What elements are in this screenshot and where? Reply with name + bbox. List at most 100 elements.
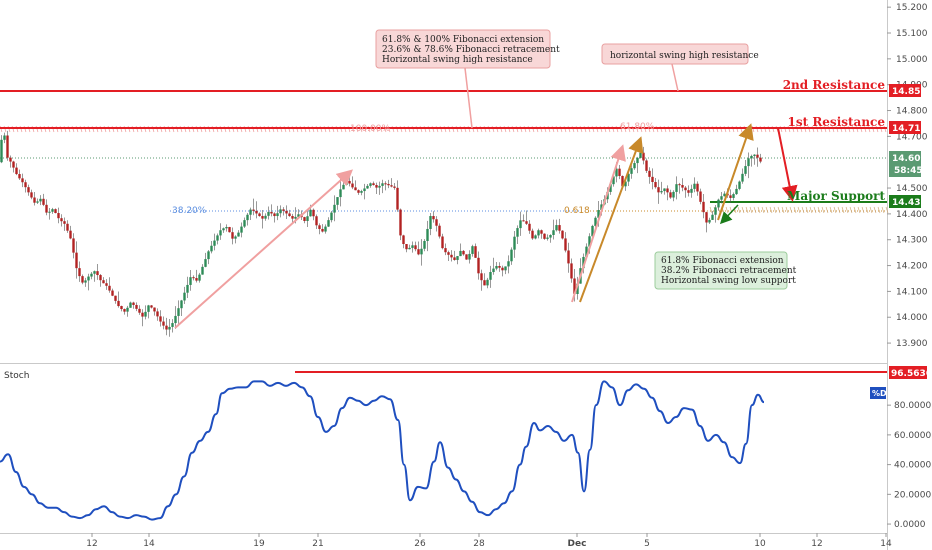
candle-body bbox=[81, 276, 84, 283]
candle-body bbox=[528, 223, 531, 231]
callout-1-line-3: Horizontal swing high resistance bbox=[382, 55, 533, 65]
candle-body bbox=[738, 181, 741, 189]
stoch-axis[interactable]: 80.0000 60.0000 40.0000 20.0000 0.0000 bbox=[887, 401, 931, 530]
candle-body bbox=[366, 185, 369, 189]
candle-body bbox=[165, 325, 168, 330]
candle-body bbox=[66, 223, 69, 231]
candle-body bbox=[306, 216, 309, 221]
stoch-indicator-label[interactable]: Stoch bbox=[4, 371, 29, 381]
candle-body bbox=[189, 277, 192, 285]
candle-body bbox=[282, 209, 285, 211]
candle-body bbox=[438, 225, 441, 237]
candle-body bbox=[276, 213, 279, 217]
abc-leg-arrow-1[interactable] bbox=[174, 169, 353, 329]
price-axis[interactable]: 15.20015.10015.00014.90014.80014.70014.5… bbox=[887, 3, 928, 349]
candlestick-series[interactable] bbox=[0, 130, 762, 337]
candle-body bbox=[57, 213, 60, 219]
svg-text:14.717: 14.717 bbox=[892, 124, 927, 134]
swing-high-callout[interactable]: horizontal swing high resistance bbox=[601, 43, 759, 65]
stoch-level-tag: 96.5636 bbox=[889, 366, 932, 379]
candle-body bbox=[693, 183, 696, 189]
candle-body bbox=[657, 187, 660, 193]
candle-body bbox=[216, 235, 219, 241]
candle-body bbox=[36, 201, 39, 203]
abc-leg-arrow-3[interactable] bbox=[579, 136, 644, 303]
current-price-tag: 14.601 58:45 bbox=[889, 151, 927, 177]
candle-body bbox=[411, 245, 414, 248]
abc-leg-arrow-2[interactable] bbox=[571, 144, 626, 303]
candle-body bbox=[600, 204, 603, 211]
time-tick-label: 10 bbox=[754, 539, 766, 549]
fib-resistance-callout[interactable]: 61.8% & 100% Fibonacci extension 23.6% &… bbox=[375, 29, 560, 69]
first-resistance-price-tag: 14.717 bbox=[889, 121, 927, 134]
expected-drop-arrow[interactable] bbox=[777, 127, 798, 202]
stoch-d-line[interactable] bbox=[0, 380, 765, 521]
candle-body bbox=[360, 191, 363, 193]
candle-body bbox=[303, 217, 306, 221]
candle-body bbox=[123, 309, 126, 312]
candle-body bbox=[714, 207, 717, 215]
candle-body bbox=[267, 211, 270, 216]
candle-body bbox=[459, 250, 462, 257]
candle-body bbox=[576, 283, 579, 294]
candle-body bbox=[423, 241, 426, 249]
abc-leg-arrow-4[interactable] bbox=[717, 123, 754, 221]
candle-body bbox=[126, 307, 129, 312]
price-tick-label: 15.200 bbox=[896, 3, 928, 13]
candle-body bbox=[183, 292, 186, 301]
candle-body bbox=[570, 263, 573, 279]
second-resistance-price-tag: 14.856 bbox=[889, 84, 927, 97]
candle-body bbox=[486, 279, 489, 286]
candle-body bbox=[348, 180, 351, 184]
candle-body bbox=[294, 216, 297, 219]
candle-body bbox=[198, 274, 201, 281]
candle-body bbox=[201, 266, 204, 275]
callout-3-line-1: 61.8% Fibonacci extension bbox=[661, 256, 784, 266]
candle-body bbox=[519, 220, 522, 229]
candle-body bbox=[735, 188, 738, 195]
candle-body bbox=[363, 188, 366, 192]
fib-label-38: 38.20% bbox=[172, 206, 207, 216]
candle-body bbox=[750, 155, 753, 159]
candle-body bbox=[495, 265, 498, 269]
candle-body bbox=[75, 252, 78, 269]
candle-body bbox=[372, 183, 375, 186]
time-axis[interactable]: 12 14 19 21 26 28 Dec 5 10 12 14 bbox=[86, 533, 892, 549]
candle-body bbox=[609, 184, 612, 192]
candle-body bbox=[147, 305, 150, 312]
candle-body bbox=[108, 285, 111, 291]
candle-body bbox=[513, 236, 516, 250]
candle-body bbox=[582, 256, 585, 269]
candle-body bbox=[48, 211, 51, 213]
candle-body bbox=[501, 267, 504, 271]
bar-countdown: 58:45 bbox=[894, 166, 923, 176]
candle-body bbox=[402, 235, 405, 245]
candle-body bbox=[717, 199, 720, 208]
candle-body bbox=[174, 315, 177, 324]
candle-body bbox=[318, 225, 321, 229]
candle-body bbox=[624, 181, 627, 187]
candle-body bbox=[240, 226, 243, 233]
candle-body bbox=[525, 221, 528, 224]
candle-body bbox=[6, 135, 9, 158]
candle-body bbox=[489, 272, 492, 280]
fib-label-100: 100.00% bbox=[350, 124, 390, 134]
candle-body bbox=[414, 245, 417, 250]
candle-body bbox=[204, 259, 207, 267]
candle-body bbox=[504, 266, 507, 271]
candle-body bbox=[708, 219, 711, 223]
price-tick-label: 14.400 bbox=[896, 210, 928, 220]
candle-body bbox=[228, 227, 231, 233]
time-tick-label: 14 bbox=[143, 539, 155, 549]
candle-body bbox=[177, 308, 180, 316]
fib-support-callout[interactable]: 61.8% Fibonacci extension 38.2% Fibonacc… bbox=[654, 251, 797, 290]
candle-body bbox=[615, 168, 618, 177]
callout-pointer-2 bbox=[671, 63, 679, 92]
candle-body bbox=[591, 225, 594, 237]
candle-body bbox=[705, 212, 708, 223]
candle-body bbox=[627, 173, 630, 182]
support-callout-pointer bbox=[719, 204, 739, 225]
candle-body bbox=[138, 308, 141, 313]
candle-body bbox=[543, 233, 546, 239]
